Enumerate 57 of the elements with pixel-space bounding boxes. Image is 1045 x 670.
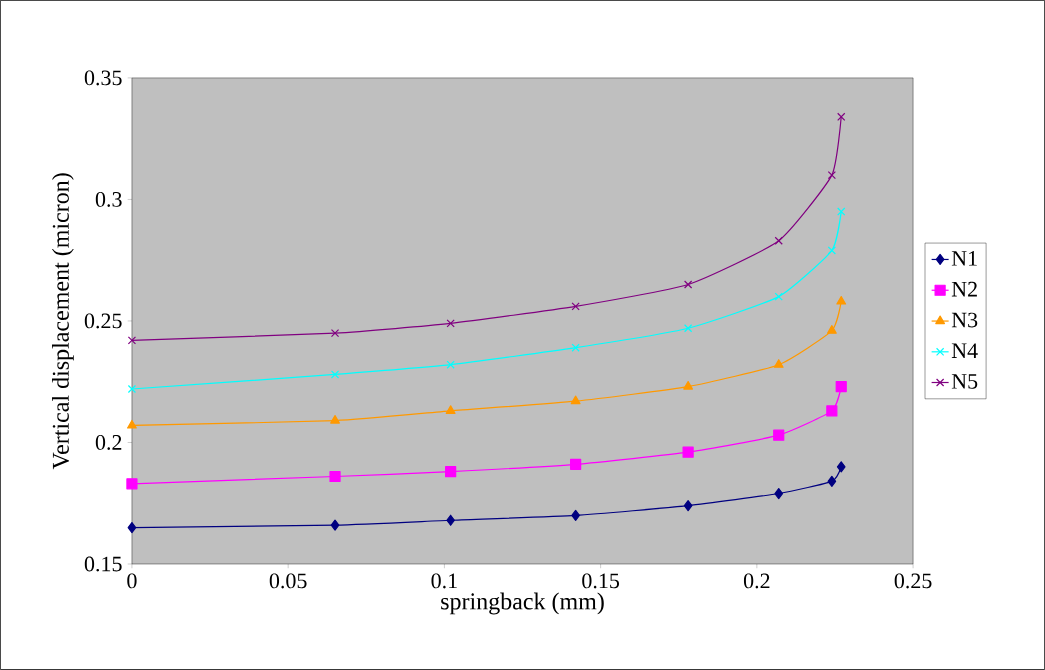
point [330,329,340,338]
point [445,466,457,478]
y-tick-label: 0.35 [84,70,122,86]
point [837,207,846,216]
point [127,336,137,345]
point [827,171,836,180]
point [445,405,456,415]
point [329,470,341,483]
point [827,475,837,487]
point [127,384,137,394]
point [446,319,455,328]
legend-label: N3 [951,312,978,328]
point [683,280,693,289]
y-tick-label: 0.3 [95,191,122,207]
x-tick-label: 0 [127,573,137,589]
point [571,302,580,311]
point [826,405,838,417]
point [773,359,784,368]
legend-label: N5 [951,374,978,389]
point [570,395,581,405]
x-tick-label: 0.2 [743,573,770,589]
x-axis-title: springback (mm) [441,592,604,615]
point [330,415,340,424]
point [683,500,693,512]
point [570,458,582,470]
point [836,461,846,473]
point [446,514,455,526]
point [836,295,847,305]
point [683,381,694,390]
point [774,292,783,301]
point [127,521,137,534]
legend-label: N1 [951,251,977,266]
point [827,246,836,255]
y-axis-title: Vertical displacement (micron) [52,173,74,470]
point [446,360,455,369]
point [682,446,694,458]
point [774,487,784,500]
legend-label: N4 [951,343,978,358]
point [835,381,847,393]
x-tick-label: 0.25 [894,573,932,589]
x-tick-label: 0.05 [269,573,307,589]
point [127,419,137,429]
point [773,429,785,441]
point [826,325,837,334]
point [330,370,340,379]
point [774,236,783,245]
y-tick-label: 0.2 [95,435,122,450]
x-tick-label: 0.15 [582,573,620,589]
legend-label: N2 [951,281,977,297]
point [330,519,340,531]
y-tick-label: 0.15 [84,556,122,572]
x-tick-label: 0.1 [431,573,457,589]
point [837,112,846,121]
point [683,324,693,333]
point [571,343,580,352]
y-tick-label: 0.25 [84,313,122,329]
point [126,478,138,490]
